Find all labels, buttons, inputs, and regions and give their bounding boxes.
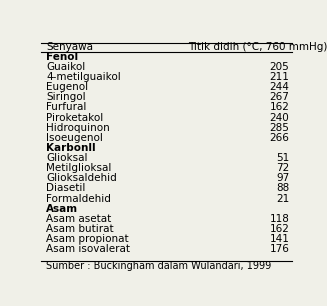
Text: Asam: Asam bbox=[46, 204, 78, 214]
Text: Piroketakol: Piroketakol bbox=[46, 113, 103, 122]
Text: 240: 240 bbox=[269, 113, 289, 122]
Text: 176: 176 bbox=[269, 244, 289, 254]
Text: 21: 21 bbox=[276, 194, 289, 203]
Text: Sumber : Buckingham dalam Wulandari, 1999: Sumber : Buckingham dalam Wulandari, 199… bbox=[46, 261, 271, 271]
Text: Glioksal: Glioksal bbox=[46, 153, 87, 163]
Text: Diasetil: Diasetil bbox=[46, 184, 85, 193]
Text: 211: 211 bbox=[269, 72, 289, 82]
Text: Siringol: Siringol bbox=[46, 92, 86, 102]
Text: Metilglioksal: Metilglioksal bbox=[46, 163, 111, 173]
Text: Furfural: Furfural bbox=[46, 103, 86, 112]
Text: Karbonll: Karbonll bbox=[46, 143, 95, 153]
Text: Asam propionat: Asam propionat bbox=[46, 234, 129, 244]
Text: Glioksaldehid: Glioksaldehid bbox=[46, 173, 117, 183]
Text: 118: 118 bbox=[269, 214, 289, 224]
Text: Asam asetat: Asam asetat bbox=[46, 214, 111, 224]
Text: Formaldehid: Formaldehid bbox=[46, 194, 111, 203]
Text: Senyawa: Senyawa bbox=[46, 42, 93, 52]
Text: 266: 266 bbox=[269, 133, 289, 143]
Text: Hidroquinon: Hidroquinon bbox=[46, 123, 110, 133]
Text: Asam isovalerat: Asam isovalerat bbox=[46, 244, 130, 254]
Text: 88: 88 bbox=[276, 184, 289, 193]
Text: 244: 244 bbox=[269, 82, 289, 92]
Text: 267: 267 bbox=[269, 92, 289, 102]
Text: Eugenol: Eugenol bbox=[46, 82, 88, 92]
Text: 141: 141 bbox=[269, 234, 289, 244]
Text: Fenol: Fenol bbox=[46, 52, 78, 62]
Text: Asam butirat: Asam butirat bbox=[46, 224, 113, 234]
Text: Guaikol: Guaikol bbox=[46, 62, 85, 72]
Text: 97: 97 bbox=[276, 173, 289, 183]
Text: 4-metilguaikol: 4-metilguaikol bbox=[46, 72, 121, 82]
Text: Isoeugenol: Isoeugenol bbox=[46, 133, 103, 143]
Text: 285: 285 bbox=[269, 123, 289, 133]
Text: 51: 51 bbox=[276, 153, 289, 163]
Text: 205: 205 bbox=[269, 62, 289, 72]
Text: 162: 162 bbox=[269, 224, 289, 234]
Text: Titik didih (°C, 760 mmHg): Titik didih (°C, 760 mmHg) bbox=[188, 42, 327, 52]
Text: 162: 162 bbox=[269, 103, 289, 112]
Text: 72: 72 bbox=[276, 163, 289, 173]
